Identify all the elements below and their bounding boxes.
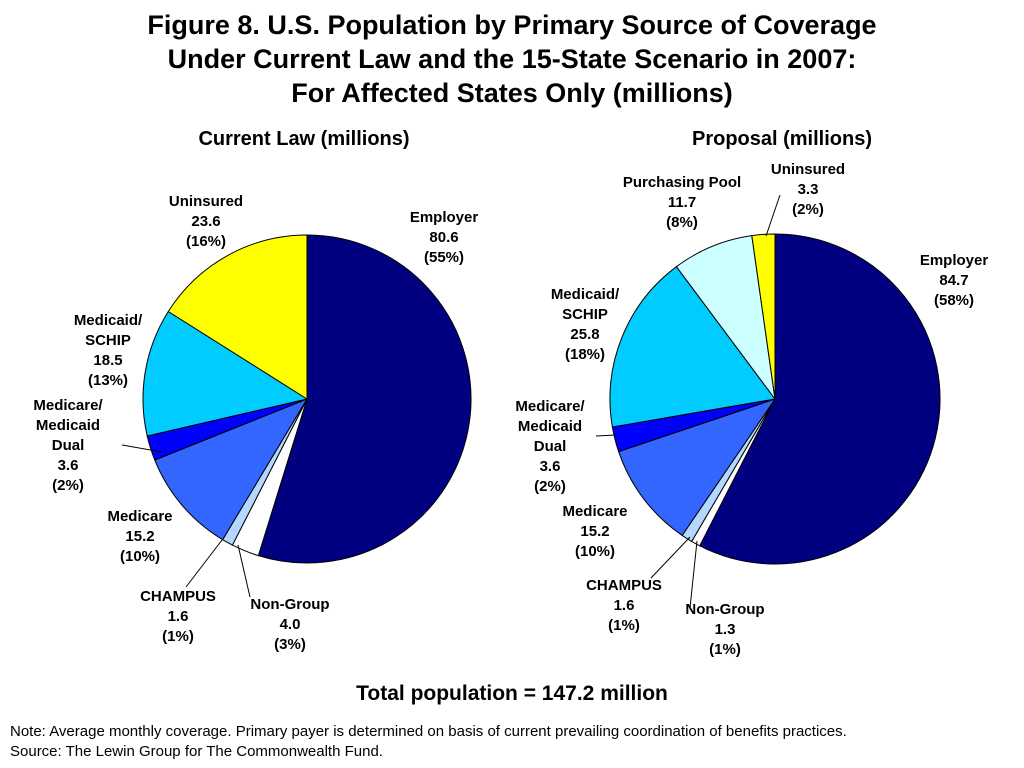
leader-line-non-group	[237, 544, 251, 598]
slice-label-champus: CHAMPUS 1.6 (1%)	[140, 588, 216, 645]
slice-label-medicare-medicaid-dual: Medicare/Medicaid Dual 3.6 (2%)	[33, 397, 103, 494]
slice-label-medicaid-schip: Medicaid/SCHIP 18.5 (13%)	[74, 312, 143, 389]
slice-label-uninsured: Uninsured 3.3 (2%)	[771, 161, 845, 218]
slice-label-non-group: Non-Group 4.0 (3%)	[250, 596, 329, 653]
leader-line-uninsured	[765, 194, 781, 237]
source-text: Source: The Lewin Group for The Commonwe…	[10, 743, 383, 760]
leader-line-medicare-medicaid-dual	[595, 434, 617, 437]
slice-label-medicare: Medicare 15.2 (10%)	[562, 503, 627, 560]
slice-label-medicare: Medicare 15.2 (10%)	[107, 508, 172, 565]
pie-proposal: Employer 84.7 (58%) Non-Group 1.3 (1%) CHAMPUS…	[515, 161, 988, 658]
title-line-2: Under Current Law and the 15-State Scena…	[167, 44, 857, 74]
pie-slice-employer	[257, 234, 472, 564]
slice-label-employer: Employer 84.7 (58%)	[920, 252, 989, 309]
title-line-1: Figure 8. U.S. Population by Primary Sou…	[147, 10, 877, 40]
leader-line-non-group	[689, 540, 698, 609]
title-line-3: For Affected States Only (millions)	[291, 78, 733, 108]
pie-charts: Employer 80.6 (55%) Non-Group 4.0 (3%) CHAMPUS…	[33, 161, 988, 658]
slice-label-employer: Employer 80.6 (55%)	[410, 209, 479, 266]
leader-line-champus	[185, 539, 223, 588]
pie-slice-employer	[699, 233, 941, 565]
slice-label-medicare-medicaid-dual: Medicare/Medicaid Dual 3.6 (2%)	[515, 398, 585, 495]
pie-slice-medicare	[617, 398, 777, 537]
total-population: Total population = 147.2 million	[356, 682, 668, 705]
slice-label-uninsured: Uninsured 23.6 (16%)	[169, 193, 243, 250]
pie-current-law: Employer 80.6 (55%) Non-Group 4.0 (3%) CHAMPUS…	[33, 193, 478, 653]
slice-label-medicaid-schip: Medicaid/SCHIP 25.8 (18%)	[551, 286, 620, 363]
leader-line-medicare-medicaid-dual	[121, 444, 163, 453]
slice-label-non-group: Non-Group 1.3 (1%)	[685, 601, 764, 658]
footnotes: Note: Average monthly coverage. Primary …	[10, 722, 847, 762]
current-law-title: Current Law (millions)	[198, 128, 410, 150]
note-text: Note: Average monthly coverage. Primary …	[10, 723, 847, 740]
proposal-title: Proposal (millions)	[691, 128, 873, 150]
figure-title: Figure 8. U.S. Population by Primary Sou…	[0, 8, 1024, 110]
pie-slice-medicaid-schip	[142, 310, 309, 437]
pie-slice-medicaid-schip	[609, 265, 776, 428]
slice-label-champus: CHAMPUS 1.6 (1%)	[586, 577, 662, 634]
slice-label-purchasing-pool: Purchasing Pool 11.7 (8%)	[623, 174, 741, 231]
leader-line-champus	[650, 536, 691, 579]
pie-slice-uninsured	[751, 233, 776, 400]
pie-slice-uninsured	[167, 234, 308, 400]
pie-slice-medicare	[154, 397, 309, 541]
